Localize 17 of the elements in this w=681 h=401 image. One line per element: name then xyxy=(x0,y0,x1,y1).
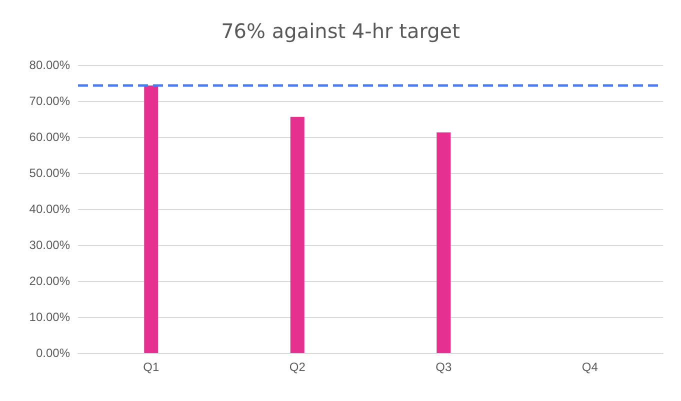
y-tick-label: 60.00% xyxy=(29,130,70,144)
y-tick-label: 30.00% xyxy=(29,238,70,252)
x-tick-label: Q4 xyxy=(582,360,598,374)
bar xyxy=(436,132,451,353)
y-tick-label: 70.00% xyxy=(29,94,70,108)
bar xyxy=(290,116,304,353)
y-tick-label: 10.00% xyxy=(29,310,70,324)
bar xyxy=(144,86,158,353)
x-tick-label: Q1 xyxy=(143,360,160,374)
y-tick-label: 40.00% xyxy=(29,202,70,216)
y-tick-label: 0.00% xyxy=(36,346,70,360)
y-tick-label: 80.00% xyxy=(29,58,70,72)
x-tick-label: Q3 xyxy=(436,360,452,374)
y-tick-label: 20.00% xyxy=(29,274,70,288)
x-tick-label: Q2 xyxy=(289,360,306,374)
y-tick-label: 50.00% xyxy=(29,166,70,180)
chart-title: 76% against 4-hr target xyxy=(221,19,460,43)
